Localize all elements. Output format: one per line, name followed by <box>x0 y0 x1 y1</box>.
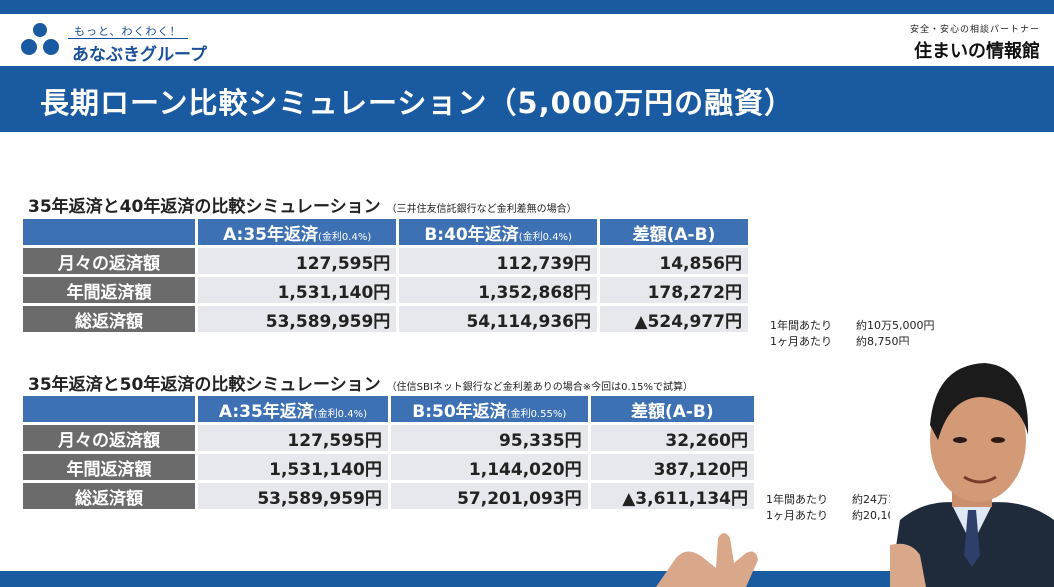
col-diff-header: 差額(A-B) <box>599 219 748 245</box>
row-label: 年間返済額 <box>23 454 195 480</box>
col-a-header: A:35年返済(金利0.4%) <box>198 219 397 245</box>
row-label: 年間返済額 <box>23 277 195 303</box>
side-note-value: 約10万5,000円 <box>856 319 935 332</box>
row-label: 月々の返済額 <box>23 248 195 274</box>
side-note-line: 1年間あたり 約10万5,000円 <box>770 318 935 334</box>
logo-divider <box>68 38 188 39</box>
cell-b: 95,335円 <box>390 425 588 451</box>
cell-a: 53,589,959円 <box>198 306 397 332</box>
col-b-label: B:50年返済 <box>412 401 507 422</box>
table-corner <box>23 396 195 422</box>
cell-a: 1,531,140円 <box>198 454 388 480</box>
section1-title-text: 35年返済と40年返済の比較シミュレーション <box>28 197 381 217</box>
presenter-hand <box>656 533 758 587</box>
col-a-label: A:35年返済 <box>223 224 319 245</box>
brand-block: 安全・安心の相談パートナー 住まいの情報館 <box>910 22 1040 63</box>
col-b-header: B:50年返済(金利0.55%) <box>390 396 588 422</box>
row-label: 月々の返済額 <box>23 425 195 451</box>
section2-title: 35年返済と50年返済の比較シミュレーション （住信SBIネット銀行など金利差あり… <box>28 370 693 395</box>
cell-diff: 32,260円 <box>590 425 754 451</box>
cell-diff: 14,856円 <box>599 248 748 274</box>
brand-tagline: 安全・安心の相談パートナー <box>909 25 1040 35</box>
col-a-rate: (金利0.4%) <box>318 231 372 243</box>
anabuki-logo: もっと、わくわく！ あなぶきグループ <box>20 18 240 65</box>
bottom-accent-bar <box>0 571 1054 587</box>
title-band: 長期ローン比較シミュレーション（5,000万円の融資） <box>0 66 1054 132</box>
cell-diff: ▲3,611,134円 <box>590 483 754 509</box>
cell-a: 53,589,959円 <box>198 483 388 509</box>
comparison-table-2: A:35年返済(金利0.4%) B:50年返済(金利0.55%) 差額(A-B)… <box>20 393 757 512</box>
anabuki-logo-icon <box>21 23 59 55</box>
col-b-header: B:40年返済(金利0.4%) <box>399 219 597 245</box>
col-a-label: A:35年返済 <box>218 401 314 422</box>
cell-diff: ▲524,977円 <box>599 306 748 332</box>
table-row: 年間返済額 1,531,140円 1,352,868円 178,272円 <box>23 277 748 303</box>
section1-title: 35年返済と40年返済の比較シミュレーション （三井住友信託銀行など金利差無の場合… <box>28 192 577 217</box>
section1-note: （三井住友信託銀行など金利差無の場合） <box>386 204 577 215</box>
side-note-value: 約8,750円 <box>856 335 910 348</box>
section2-title-text: 35年返済と50年返済の比較シミュレーション <box>28 375 381 395</box>
presenter-video <box>890 345 1054 587</box>
cell-b: 54,114,936円 <box>399 306 597 332</box>
cell-diff: 178,272円 <box>599 277 748 303</box>
page-title: 長期ローン比較シミュレーション（5,000万円の融資） <box>40 86 795 120</box>
table-row: 年間返済額 1,531,140円 1,144,020円 387,120円 <box>23 454 754 480</box>
section2-note: （住信SBIネット銀行など金利差ありの場合※今回は0.15%で試算） <box>386 382 693 393</box>
brand-name: 住まいの情報館 <box>914 41 1040 62</box>
side-note-line: 1ヶ月あたり 約8,750円 <box>770 334 935 350</box>
cell-diff: 387,120円 <box>590 454 754 480</box>
col-b-rate: (金利0.4%) <box>518 231 572 243</box>
cell-a: 127,595円 <box>198 425 388 451</box>
table-row: 月々の返済額 127,595円 95,335円 32,260円 <box>23 425 754 451</box>
logo-name: あなぶきグループ <box>72 45 207 65</box>
side-note-key: 1ヶ月あたり <box>770 335 832 348</box>
row-label: 総返済額 <box>23 483 195 509</box>
cell-b: 1,352,868円 <box>399 277 597 303</box>
section1-side-note: 1年間あたり 約10万5,000円 1ヶ月あたり 約8,750円 <box>770 318 935 350</box>
table-row: 総返済額 53,589,959円 54,114,936円 ▲524,977円 <box>23 306 748 332</box>
cell-b: 1,144,020円 <box>390 454 588 480</box>
cell-b: 57,201,093円 <box>390 483 588 509</box>
cell-b: 112,739円 <box>399 248 597 274</box>
side-note-key: 1年間あたり <box>770 319 832 332</box>
col-b-rate: (金利0.55%) <box>506 408 567 420</box>
cell-a: 1,531,140円 <box>198 277 397 303</box>
row-label: 総返済額 <box>23 306 195 332</box>
table-header-row: A:35年返済(金利0.4%) B:40年返済(金利0.4%) 差額(A-B) <box>23 219 748 245</box>
cell-a: 127,595円 <box>198 248 397 274</box>
table-header-row: A:35年返済(金利0.4%) B:50年返済(金利0.55%) 差額(A-B) <box>23 396 754 422</box>
side-note-key: 1年間あたり <box>766 493 828 506</box>
table-row: 月々の返済額 127,595円 112,739円 14,856円 <box>23 248 748 274</box>
table-corner <box>23 219 195 245</box>
col-a-rate: (金利0.4%) <box>313 408 367 420</box>
col-b-label: B:40年返済 <box>424 224 519 245</box>
logo-tagline: もっと、わくわく！ <box>74 25 182 38</box>
top-accent-bar <box>0 0 1054 14</box>
table-row: 総返済額 53,589,959円 57,201,093円 ▲3,611,134円 <box>23 483 754 509</box>
comparison-table-1: A:35年返済(金利0.4%) B:40年返済(金利0.4%) 差額(A-B) … <box>20 216 751 335</box>
col-diff-header: 差額(A-B) <box>590 396 754 422</box>
side-note-key: 1ヶ月あたり <box>766 509 828 522</box>
col-a-header: A:35年返済(金利0.4%) <box>198 396 388 422</box>
